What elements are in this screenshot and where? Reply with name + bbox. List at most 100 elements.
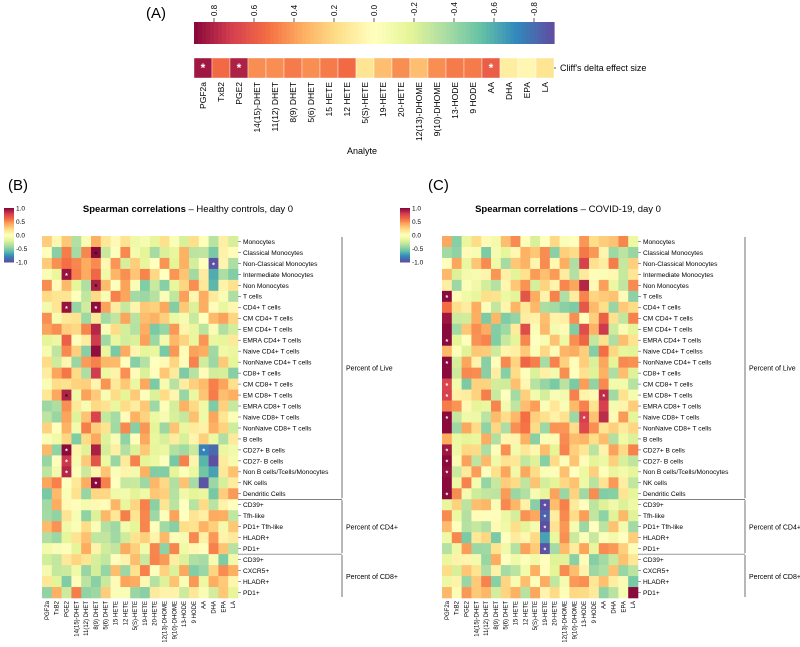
c-colorbar-segment (400, 218, 410, 221)
c-cell (461, 444, 472, 456)
b-cell (61, 378, 72, 390)
b-cell (189, 334, 200, 346)
c-cell (471, 499, 482, 511)
b-cell (71, 576, 82, 588)
a-colorbar-segment (410, 22, 415, 44)
c-cell (471, 466, 482, 478)
b-cell (218, 236, 229, 248)
c-cell (589, 433, 600, 445)
c-significance-marker: * (446, 295, 449, 302)
b-cell (149, 345, 160, 357)
b-cell (130, 356, 141, 368)
b-cell (110, 466, 121, 478)
b-cell (218, 543, 229, 555)
c-cell (618, 312, 629, 325)
b-row-label: PD1+ (243, 546, 260, 553)
b-colorbar-segment (4, 217, 14, 220)
b-column-label: LA (231, 601, 237, 608)
c-cell (559, 246, 570, 259)
b-cell (208, 356, 219, 368)
b-cell (189, 565, 200, 577)
panel-a-label: (A) (146, 5, 166, 22)
c-significance-marker: * (446, 416, 449, 423)
c-cell (451, 532, 462, 544)
c-cell (589, 367, 600, 379)
c-cell (520, 312, 531, 325)
c-cell (471, 236, 482, 248)
c-row-label: CM CD4+ T cells (643, 316, 693, 323)
c-row-label: Non B cells/Tcells/Monocytes (643, 469, 729, 476)
c-cell (569, 444, 580, 456)
c-colorbar-segment (400, 257, 410, 260)
b-colorbar-segment (4, 219, 14, 222)
b-row-label: PD1+ Tfh-like (243, 524, 283, 531)
c-cell (579, 488, 590, 500)
b-cell (149, 290, 160, 303)
b-cell (61, 488, 72, 500)
c-cell (608, 455, 619, 467)
c-cell (598, 389, 609, 401)
b-cell (198, 554, 209, 566)
c-cell (461, 236, 472, 248)
c-colorbar-segment (400, 255, 410, 258)
b-cell (42, 455, 53, 467)
b-column-label: AA (202, 601, 208, 609)
b-cell (140, 389, 151, 401)
b-cell (159, 488, 170, 500)
c-cell (491, 367, 502, 379)
b-cell (169, 521, 180, 533)
c-cell (442, 455, 453, 467)
b-cell (179, 532, 190, 544)
b-cell (140, 268, 151, 281)
a-analyte-label: PGE2 (234, 82, 244, 105)
c-cell (569, 543, 580, 555)
c-cell (461, 257, 472, 270)
b-significance-marker: * (65, 471, 68, 478)
b-colorbar-segment (4, 250, 14, 252)
b-cell (71, 411, 82, 423)
c-cell (520, 290, 531, 303)
b-cell (169, 411, 180, 423)
b-cell (81, 312, 92, 325)
b-cell (61, 543, 72, 555)
a-cell-TxB2 (211, 57, 231, 79)
a-colorbar-segment (226, 22, 231, 44)
b-colorbar-segment (4, 240, 14, 242)
c-cell (540, 521, 551, 533)
c-cell (481, 246, 492, 259)
a-colorbar-segment (390, 22, 395, 44)
c-cell (618, 257, 629, 270)
c-cell (540, 455, 551, 467)
b-cell (189, 400, 200, 412)
a-cell-19-HETE (373, 57, 393, 79)
c-column-label: DHA (612, 601, 618, 614)
b-cell (81, 565, 92, 577)
b-cell (179, 400, 190, 412)
a-colorbar-segment (322, 22, 327, 44)
a-colorbar-segment (406, 22, 411, 44)
c-cell (461, 576, 472, 588)
b-row-label: CD4+ T cells (243, 305, 281, 312)
b-cell (100, 543, 111, 555)
c-cell (451, 565, 462, 577)
b-cell (169, 444, 180, 456)
b-cell (91, 301, 102, 314)
c-cell (628, 257, 639, 270)
c-cell (530, 279, 541, 292)
c-cell (461, 411, 472, 423)
c-cell (491, 543, 502, 555)
b-cell (42, 246, 53, 259)
b-cell (42, 236, 53, 248)
b-cell (91, 477, 102, 489)
b-cell (179, 356, 190, 368)
c-colorbar-segment (400, 223, 410, 225)
c-cell (608, 411, 619, 423)
b-cell (51, 389, 62, 401)
b-cell (100, 587, 111, 599)
b-cell (189, 411, 200, 423)
c-cell (540, 257, 551, 270)
b-cell (149, 400, 160, 412)
b-cell (198, 334, 209, 346)
b-cell (42, 587, 53, 599)
